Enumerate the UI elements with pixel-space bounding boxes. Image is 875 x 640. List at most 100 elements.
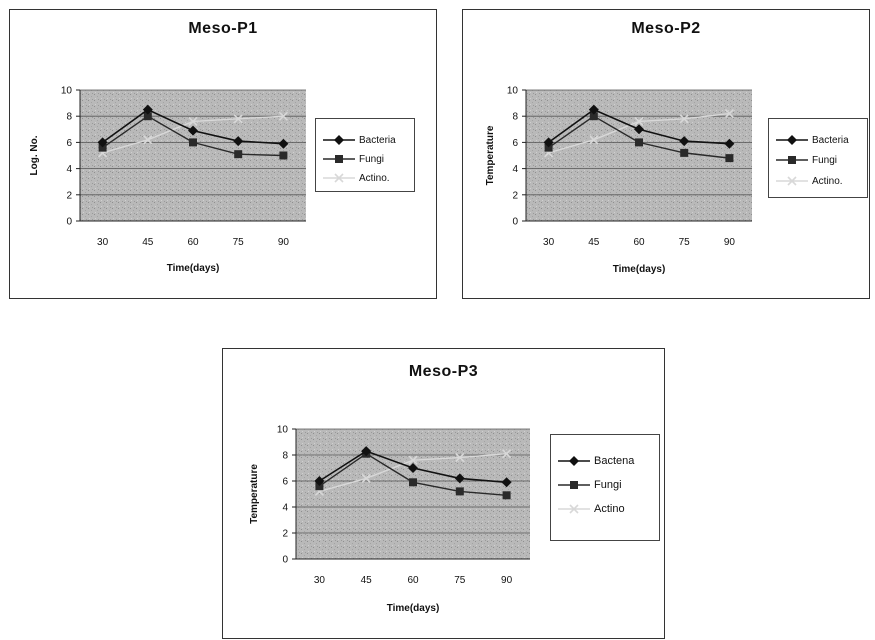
y-tick-label: 4: [66, 164, 72, 175]
y-axis-label: Temperature: [485, 125, 496, 185]
legend-item-actino: Actino.: [775, 173, 843, 189]
data-point-fungi: [544, 143, 553, 152]
legend-label: Actino.: [359, 172, 390, 184]
legend-label: Actino: [594, 503, 625, 515]
chart-title: Meso-P2: [631, 20, 701, 37]
y-tick-label: 2: [512, 190, 518, 201]
data-point-bactena: [361, 446, 372, 457]
series-bacteria: [543, 104, 735, 149]
x-tick-label: 45: [142, 237, 154, 248]
data-point-actino: [361, 473, 371, 483]
x-tick-label: 30: [543, 237, 555, 248]
data-point-actino: [455, 453, 465, 463]
data-point-fungi: [409, 478, 417, 487]
line-chart-meso-p3: 0 2 4 6 8 10 30 45 60 75 90 Time(days) Temperature: [249, 425, 530, 614]
y-tick-label: 2: [66, 190, 72, 201]
y-tick-label: 6: [282, 477, 288, 488]
y-tick-label: 2: [282, 529, 288, 540]
data-point-bacteria: [278, 138, 289, 149]
data-point-bacteria: [588, 104, 599, 115]
x-axis-label: Time(days): [387, 603, 440, 614]
data-point-fungi: [189, 138, 197, 147]
x-axis-label: Time(days): [613, 264, 666, 275]
data-point-fungi: [98, 143, 107, 152]
data-point-bacteria: [188, 125, 198, 136]
chart-title: Meso-P1: [188, 20, 258, 37]
data-point-fungi: [680, 148, 689, 157]
y-tick-label: 10: [507, 86, 519, 97]
y-tick-label: 0: [66, 217, 72, 228]
y-tick-label: 8: [66, 112, 72, 123]
y-tick-label: 10: [277, 425, 289, 436]
legend-item-bacteria: Bacteria: [322, 132, 396, 148]
legend-marker: [334, 135, 344, 145]
data-point-bacteria: [142, 104, 153, 115]
series-actino: [98, 111, 288, 158]
data-point-fungi: [502, 491, 511, 500]
series-actino: [314, 449, 512, 496]
chart-panel-meso-p1: Meso-P1 0 2 4 6 8 10 30 45 60 75 90 Time(days) Log. …: [9, 9, 437, 299]
legend-label: Fungi: [594, 479, 622, 491]
y-tick-label: 10: [61, 86, 73, 97]
data-point-bacteria: [97, 137, 108, 148]
data-point-bactena: [501, 477, 512, 488]
legend-marker: [334, 173, 344, 183]
series-bacteria: [97, 104, 289, 149]
legend-marker: [787, 135, 797, 145]
y-tick-label: 4: [282, 503, 288, 514]
legend-item-actino: Actino: [557, 501, 625, 517]
legend-swatch-actino: [323, 173, 355, 183]
x-tick-label: 45: [588, 237, 600, 248]
line-chart-meso-p2: 0 2 4 6 8 10 30 45 60 75 90 Time(days) Temperature: [485, 86, 752, 275]
legend-marker: [788, 156, 796, 164]
y-tick-label: 6: [512, 138, 518, 149]
legend-swatch-bacteria: [558, 456, 590, 466]
x-tick-label: 90: [278, 237, 290, 248]
legend-swatch-fungi: [558, 481, 590, 489]
data-point-actino: [278, 111, 288, 121]
y-tick-label: 0: [282, 555, 288, 566]
x-axis-label: Time(days): [167, 263, 220, 274]
data-point-fungi: [315, 482, 324, 491]
data-point-fungi: [635, 138, 643, 147]
data-point-bacteria: [634, 124, 644, 135]
chart-legend: Bactena Fungi Actino: [550, 434, 660, 541]
x-tick-label: 75: [679, 237, 691, 248]
x-tick-label: 75: [454, 575, 466, 586]
data-point-actino: [502, 449, 512, 459]
data-point-actino: [143, 135, 153, 145]
data-point-fungi: [279, 151, 288, 160]
chart-panel-meso-p2: Meso-P2 0 2 4 6 8 10 30 45 60 75 90 Time(days) Tempe…: [462, 9, 870, 299]
legend-item-fungi: Fungi: [322, 151, 384, 167]
legend-item-fungi: Fungi: [557, 477, 622, 493]
series-fungi: [98, 112, 288, 160]
legend-label: Actino.: [812, 175, 843, 187]
data-point-bactena: [408, 463, 418, 473]
legend-label: Bacteria: [812, 134, 849, 146]
data-point-fungi: [589, 112, 598, 121]
chart-legend: Bacteria Fungi Actino.: [768, 118, 868, 198]
legend-label: Fungi: [812, 154, 838, 166]
legend-item-actino: Actino.: [322, 170, 390, 186]
plot-area: [526, 90, 752, 221]
y-tick-label: 8: [512, 112, 518, 123]
y-tick-label: 8: [282, 451, 288, 462]
data-point-fungi: [234, 150, 243, 159]
y-tick-label: 4: [512, 164, 518, 175]
legend-item-fungi: Fungi: [775, 152, 837, 168]
data-point-bactena: [454, 473, 465, 484]
data-point-fungi: [725, 154, 734, 163]
y-tick-label: 6: [66, 138, 72, 149]
x-tick-label: 30: [97, 237, 109, 248]
data-point-actino: [724, 109, 734, 119]
data-point-actino: [233, 114, 243, 124]
data-point-actino: [679, 114, 689, 124]
legend-swatch-fungi: [776, 156, 808, 164]
series-fungi: [544, 112, 734, 163]
data-point-bactena: [314, 476, 325, 486]
legend-marker: [570, 481, 578, 489]
data-point-fungi: [143, 112, 152, 121]
chart-panel-meso-p3: Meso-P3 0 2 4 6 8 10 30 45 60 75 90 Time(days) Tempe…: [222, 348, 665, 639]
y-axis-label: Log. No.: [29, 135, 40, 175]
x-tick-label: 90: [501, 575, 513, 586]
